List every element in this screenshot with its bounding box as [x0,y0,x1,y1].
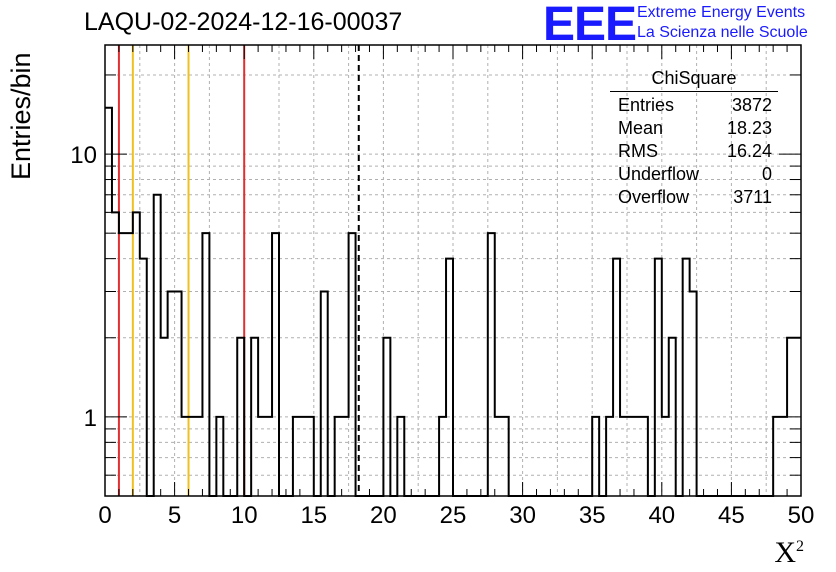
stats-value: 0 [761,164,772,184]
eee-logo-icon: EEE [543,0,637,51]
logo-line-2: La Scienza nelle Scuole [637,24,808,41]
x-tick-label: 25 [440,502,467,529]
stats-value: 3872 [731,95,772,115]
stats-value: 16.24 [726,141,772,161]
y-tick-label: 1 [84,405,97,432]
stats-row-underflow: Underflow 0 [610,163,778,186]
stats-row-mean: Mean 18.23 [610,117,778,140]
marker-lines [117,45,360,496]
x-axis-label-sup: 2 [796,538,804,555]
x-tick-label: 35 [579,502,606,529]
stats-title: ChiSquare [610,68,778,92]
tick-labels: 0 5 10 15 20 25 30 35 40 45 50 1 10 [70,142,814,529]
x-tick-label: 20 [370,502,397,529]
plot-title: LAQU-02-2024-12-16-00037 [84,8,403,36]
x-tick-label: 45 [718,502,745,529]
stats-label: Overflow [618,187,690,207]
x-tick-label: 0 [98,502,111,529]
y-tick-label: 10 [70,142,97,169]
x-axis-label: X2 [774,536,804,570]
x-tick-label: 50 [788,502,815,529]
stats-label: RMS [618,141,658,161]
x-tick-label: 5 [168,502,181,529]
stats-row-rms: RMS 16.24 [610,140,778,163]
stats-row-overflow: Overflow 3711 [610,186,778,209]
logo-line-1: Extreme Energy Events [637,4,806,21]
x-axis-label-base: X [774,536,796,569]
axis-ticks [104,45,802,496]
stats-row-entries: Entries 3872 [610,94,778,117]
x-tick-label: 40 [648,502,675,529]
stats-value: 18.23 [726,118,772,138]
x-tick-label: 15 [300,502,327,529]
stats-label: Mean [618,118,664,138]
stats-label: Entries [618,95,675,115]
x-tick-label: 10 [231,502,258,529]
stats-label: Underflow [618,164,700,184]
stats-value: 3711 [733,187,772,207]
y-axis-label: Entries/bin [6,52,36,180]
stats-box: ChiSquare Entries 3872 Mean 18.23 RMS 16.24… [610,68,778,209]
x-tick-label: 30 [509,502,536,529]
